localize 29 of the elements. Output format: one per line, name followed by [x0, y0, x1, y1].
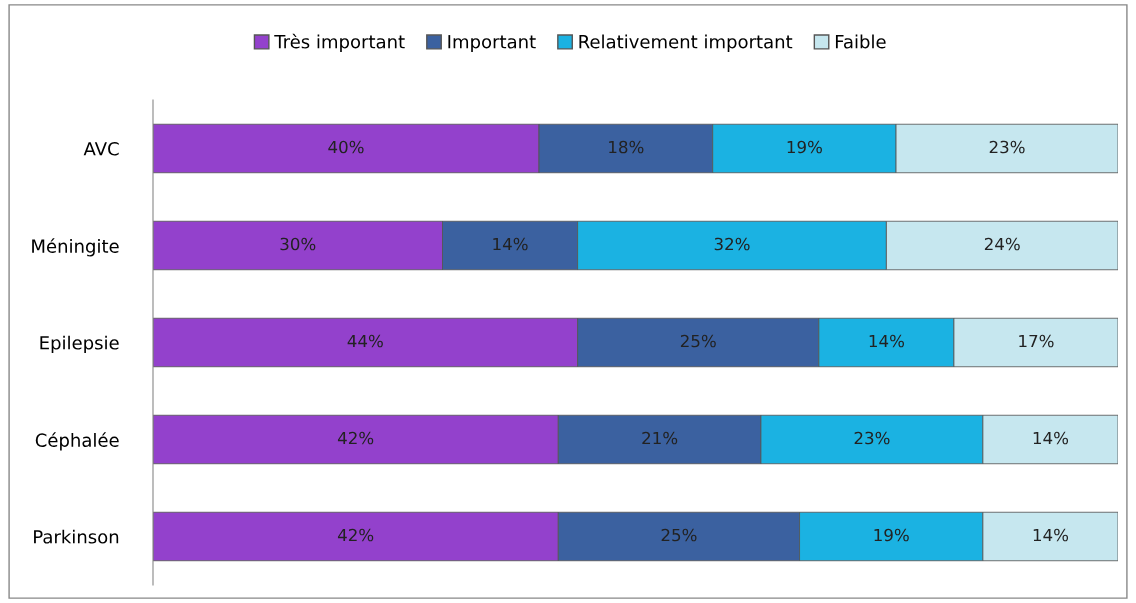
data-label: 14%	[1033, 528, 1069, 542]
data-label: 42%	[337, 528, 374, 542]
y-tick-label: Méningite	[32, 238, 119, 257]
data-label: 14%	[1033, 431, 1069, 445]
data-label: 23%	[854, 431, 890, 445]
data-label: 25%	[680, 334, 716, 348]
data-label: 40%	[328, 140, 364, 154]
data-label: 25%	[661, 528, 697, 542]
data-label: 19%	[787, 140, 822, 154]
data-label: 19%	[874, 528, 909, 542]
y-tick-label: Céphalée	[35, 432, 119, 451]
data-label: 42%	[337, 431, 374, 445]
y-tick-label: Epilepsie	[40, 335, 119, 354]
data-label: 24%	[984, 237, 1020, 251]
data-label: 32%	[714, 237, 750, 251]
legend-label: Très important	[274, 33, 405, 52]
data-label: 30%	[280, 237, 316, 251]
y-tick-label: AVC	[83, 141, 119, 156]
data-label: 44%	[347, 334, 383, 348]
data-label: 18%	[609, 140, 644, 154]
data-label: 14%	[869, 334, 904, 348]
legend-label: Faible	[835, 34, 886, 49]
legend-label: Relativement important	[579, 34, 793, 52]
data-label: 17%	[1019, 334, 1054, 348]
data-label: 21%	[642, 431, 678, 445]
legend-label: Important	[448, 35, 536, 52]
y-tick-label: Parkinson	[34, 529, 119, 544]
data-label: 23%	[989, 140, 1025, 154]
data-label: 14%	[493, 237, 528, 251]
